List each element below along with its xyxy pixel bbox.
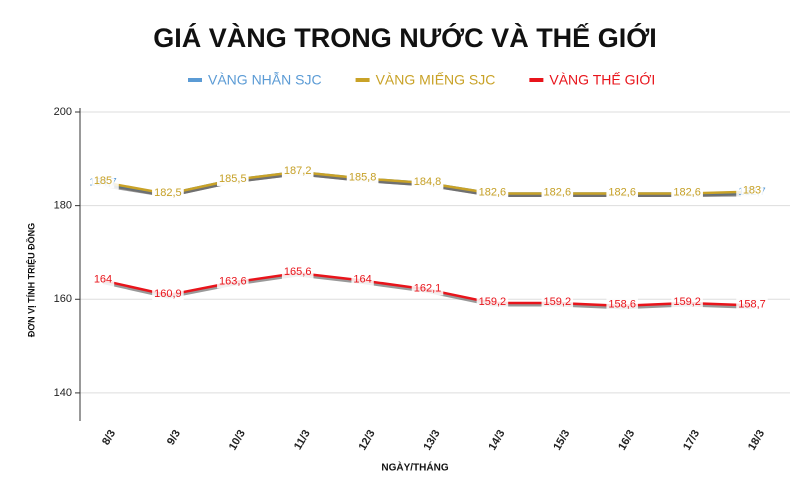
x-tick-label: 8/3: [100, 428, 118, 447]
data-label-bg: [281, 265, 314, 280]
y-tick-label: 160: [54, 293, 72, 305]
y-tick-label: 140: [54, 387, 72, 399]
x-tick-label: 12/3: [357, 428, 378, 453]
data-label-bg: [476, 295, 509, 310]
data-label: 182,6: [608, 186, 636, 198]
data-label-bg: [91, 174, 115, 189]
data-label-group: 182,6: [606, 185, 638, 200]
data-label-group: 159,2: [476, 295, 509, 310]
data-label-group: 158,7: [736, 297, 768, 312]
x-tick-label: 10/3: [227, 428, 248, 453]
data-label-group: 185: [91, 174, 115, 189]
x-tick-label: 11/3: [292, 428, 313, 452]
data-label: 182,6: [673, 186, 701, 198]
data-label: 158,6: [608, 299, 636, 311]
data-label: 184,8: [414, 176, 442, 188]
data-label: 182,5: [154, 187, 182, 199]
data-label-bg: [736, 297, 768, 312]
data-label-bg: [541, 295, 574, 310]
data-label-bg: [217, 171, 249, 186]
data-label: 159,2: [673, 296, 701, 308]
data-label-group: 187,2: [281, 163, 314, 178]
x-tick-label: 13/3: [422, 428, 443, 453]
x-tick-label: 9/3: [165, 428, 183, 447]
x-tick-label: 18/3: [746, 428, 767, 453]
y-tick-label: 180: [54, 200, 72, 212]
data-label-group: 164: [351, 272, 374, 287]
legend-label: VÀNG MIẾNG SJC: [376, 72, 496, 88]
data-label: 163,6: [219, 275, 247, 287]
data-label-group: 160,9: [152, 287, 184, 302]
data-label-bg: [740, 183, 764, 198]
data-label-group: 182,5: [152, 185, 184, 200]
data-label: 182,6: [479, 186, 507, 198]
data-label-bg: [91, 272, 115, 287]
x-tick-label: 17/3: [681, 428, 702, 453]
data-label-bg: [217, 274, 249, 289]
data-label-group: 184,8: [411, 175, 444, 190]
data-label: 183: [743, 184, 761, 196]
data-label: 158,7: [738, 298, 766, 310]
data-label: 187,2: [284, 165, 312, 177]
data-label-group: 183: [740, 183, 764, 198]
x-tick-label: 15/3: [551, 428, 572, 453]
data-label-bg: [476, 185, 509, 200]
data-label-group: 185,8: [346, 170, 379, 185]
data-label-group: 159,2: [671, 295, 703, 310]
data-label: 182,6: [544, 186, 572, 198]
legend-label: VÀNG THẾ GIỚI: [549, 72, 655, 88]
x-tick-label: 16/3: [616, 428, 637, 453]
data-label-group: 162,1: [411, 281, 444, 296]
data-label-bg: [541, 185, 574, 200]
data-label: 185: [94, 175, 112, 187]
data-label: 164: [353, 273, 371, 285]
data-label-bg: [606, 297, 638, 312]
data-label-group: 182,6: [671, 185, 703, 200]
data-label-bg: [152, 287, 184, 302]
data-label: 159,2: [479, 296, 507, 308]
data-label-bg: [351, 272, 374, 287]
data-label-group: 159,2: [541, 295, 574, 310]
data-label: 185,5: [219, 173, 247, 185]
data-label-group: 158,6: [606, 297, 638, 312]
data-label-group: 163,6: [217, 274, 249, 289]
data-label: 160,9: [154, 288, 182, 300]
data-label: 164: [94, 273, 112, 285]
data-label-bg: [152, 185, 184, 200]
data-label: 185,8: [349, 171, 377, 183]
data-label-bg: [281, 163, 314, 178]
data-label-group: 165,6: [281, 265, 314, 280]
y-axis-label: ĐƠN VỊ TÍNH TRIỆU ĐỒNG: [25, 223, 36, 337]
chart-title: GIÁ VÀNG TRONG NƯỚC VÀ THẾ GIỚI: [153, 22, 656, 53]
data-label: 162,1: [414, 282, 442, 294]
data-label-group: 182,6: [476, 185, 509, 200]
data-label: 165,6: [284, 266, 312, 278]
data-label-bg: [606, 185, 638, 200]
data-label: 159,2: [544, 296, 572, 308]
data-label-bg: [411, 175, 444, 190]
data-label-bg: [346, 170, 379, 185]
data-label-bg: [411, 281, 444, 296]
data-label-group: 182,6: [541, 185, 574, 200]
x-tick-label: 14/3: [486, 428, 507, 453]
data-label-group: 164: [91, 272, 115, 287]
data-label-bg: [671, 185, 703, 200]
data-label-bg: [671, 295, 703, 310]
y-tick-label: 200: [54, 106, 72, 118]
x-axis-label: NGÀY/THÁNG: [381, 461, 448, 474]
legend-label: VÀNG NHẪN SJC: [208, 72, 322, 88]
data-label-group: 185,5: [217, 171, 249, 186]
